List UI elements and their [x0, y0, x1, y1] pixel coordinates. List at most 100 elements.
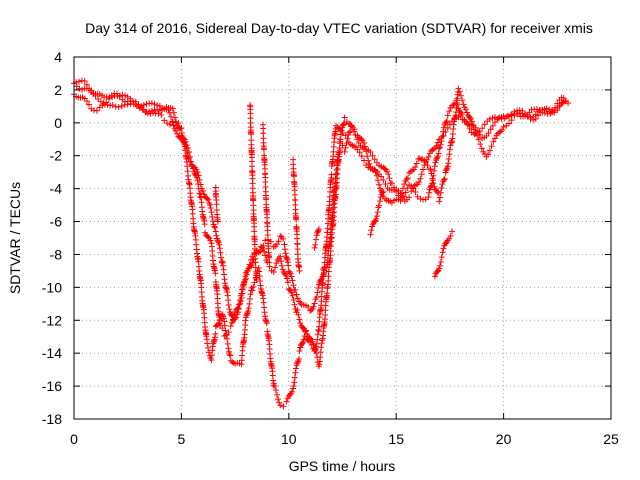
data-point: [305, 304, 312, 311]
data-point: [464, 109, 471, 116]
data-point: [219, 325, 226, 332]
data-point: [243, 271, 250, 278]
data-point: [170, 122, 177, 129]
data-point: [346, 129, 353, 136]
data-point: [447, 142, 454, 149]
data-point: [215, 238, 222, 245]
series-track-3: [73, 77, 567, 354]
data-point: [283, 272, 290, 279]
data-point: [351, 128, 358, 135]
data-point: [86, 101, 93, 108]
data-point: [253, 276, 260, 283]
data-point: [221, 318, 228, 325]
data-point: [290, 282, 297, 289]
data-point: [440, 124, 447, 131]
data-point: [337, 136, 344, 143]
data-point: [459, 97, 466, 104]
data-point: [371, 166, 378, 173]
data-point: [431, 167, 438, 174]
data-point: [433, 142, 440, 149]
data-point: [260, 245, 267, 252]
data-point: [453, 97, 460, 104]
data-point: [499, 127, 506, 134]
data-point: [275, 238, 282, 245]
data-point: [81, 78, 88, 85]
data-point: [97, 98, 104, 105]
data-point: [289, 292, 296, 299]
data-point: [245, 305, 252, 312]
data-point: [242, 276, 249, 283]
data-point: [93, 107, 100, 114]
data-point: [339, 130, 346, 137]
series-spike-1: [247, 102, 260, 283]
data-point: [439, 181, 446, 188]
data-point: [430, 172, 437, 179]
data-point: [291, 374, 298, 381]
data-point: [216, 241, 223, 248]
data-point: [109, 94, 116, 101]
data-point: [425, 194, 432, 201]
data-point: [492, 135, 499, 142]
data-point: [284, 275, 291, 282]
data-point: [294, 241, 301, 248]
data-point: [449, 228, 456, 235]
data-point: [219, 312, 226, 319]
data-point: [314, 289, 321, 296]
data-point: [172, 119, 179, 126]
data-point: [246, 296, 253, 303]
series-segment-2: [431, 228, 456, 280]
data-point: [417, 195, 424, 202]
data-point: [393, 188, 400, 195]
data-point: [294, 307, 301, 314]
y-tick-label: -2: [50, 148, 63, 164]
data-point: [291, 301, 298, 308]
data-point: [263, 320, 270, 327]
data-point: [278, 258, 285, 265]
data-point: [400, 193, 407, 200]
data-point: [247, 263, 254, 270]
data-point: [354, 136, 361, 143]
data-point: [151, 101, 158, 108]
data-point: [229, 316, 236, 323]
data-point: [500, 123, 507, 130]
data-point: [431, 273, 438, 280]
data-point: [446, 146, 453, 153]
data-point: [115, 103, 122, 110]
data-point: [437, 262, 444, 269]
data-point: [289, 388, 296, 395]
data-point: [223, 331, 230, 338]
data-point: [211, 223, 218, 230]
series-spike-5: [311, 226, 322, 251]
data-point: [479, 125, 486, 132]
data-point: [443, 118, 450, 125]
data-point: [295, 311, 302, 318]
data-point: [252, 259, 259, 266]
data-point: [226, 306, 233, 313]
data-point: [272, 387, 279, 394]
data-point: [477, 141, 484, 148]
data-point: [293, 291, 300, 298]
data-point: [311, 347, 318, 354]
data-point: [360, 157, 367, 164]
data-point: [219, 311, 226, 318]
data-point: [473, 130, 480, 137]
data-point: [292, 369, 299, 376]
data-point: [427, 183, 434, 190]
data-point: [148, 100, 155, 107]
data-point: [344, 135, 351, 142]
data-point: [283, 398, 290, 405]
data-point: [109, 102, 116, 109]
data-point: [287, 270, 294, 277]
data-point: [212, 228, 219, 235]
data-point: [277, 253, 284, 260]
data-point: [366, 160, 373, 167]
data-point: [431, 163, 438, 170]
data-point: [220, 315, 227, 322]
x-tick-label: 15: [388, 431, 404, 447]
data-point: [180, 138, 187, 145]
data-point: [142, 109, 149, 116]
x-tick-label: 25: [603, 431, 619, 447]
data-point: [299, 340, 306, 347]
data-point: [310, 303, 317, 310]
data-point: [260, 130, 267, 137]
